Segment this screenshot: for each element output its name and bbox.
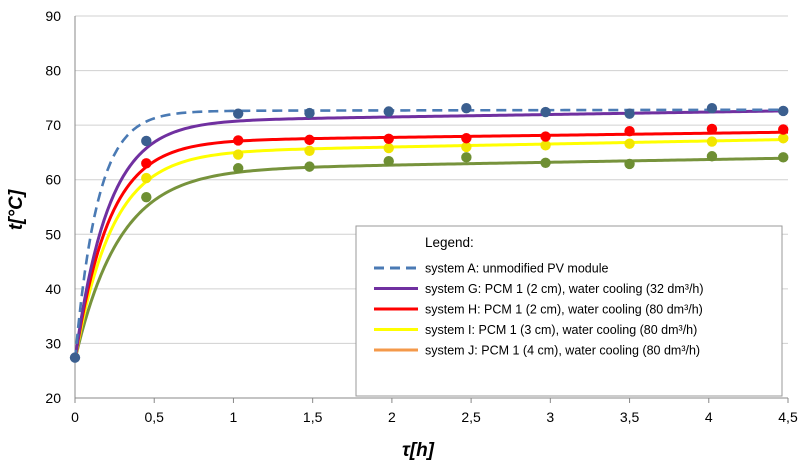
data-point — [232, 163, 244, 174]
y-tick-label: 80 — [45, 63, 61, 79]
data-point — [540, 140, 551, 151]
data-point — [624, 138, 635, 149]
legend-entry-label: system A: unmodified PV module — [425, 262, 608, 276]
data-point — [461, 133, 472, 144]
x-tick-label: 4,5 — [778, 409, 798, 425]
x-tick-labels: 0 0,5 1 1,5 2 2,5 3 3,5 4 4,5 — [71, 409, 798, 425]
data-point — [383, 142, 394, 154]
data-point — [706, 151, 718, 162]
legend: Legend: system A: unmodified PV modulesy… — [355, 225, 783, 397]
data-point — [383, 155, 394, 167]
series-line — [73, 156, 789, 361]
legend-box — [355, 225, 783, 397]
data-point — [304, 145, 315, 156]
y-tick-label: 60 — [45, 172, 61, 188]
y-tick-label: 90 — [45, 8, 61, 24]
y-axis-title: t[°C] — [6, 189, 27, 230]
data-point — [461, 152, 472, 163]
data-point — [461, 141, 472, 153]
data-point — [778, 133, 789, 144]
x-tick-label: 3 — [546, 409, 554, 425]
series-line — [73, 108, 788, 360]
series-line — [73, 109, 789, 361]
data-point — [778, 105, 789, 117]
data-point — [232, 149, 244, 160]
data-point — [141, 135, 152, 147]
y-tick-label: 40 — [45, 281, 61, 297]
data-point — [383, 133, 394, 144]
legend-title: Legend: — [425, 235, 474, 250]
legend-entry-label: system H: PCM 1 (2 cm), water cooling (8… — [425, 303, 703, 317]
data-point — [304, 161, 315, 172]
y-tick-label: 50 — [45, 226, 61, 242]
x-tick-label: 2,5 — [461, 409, 481, 425]
y-tick-labels: 20 30 40 50 60 70 80 90 — [45, 8, 61, 406]
x-tick-label: 4 — [705, 409, 713, 425]
x-tick-label: 0 — [71, 409, 79, 425]
legend-entry-label: system I: PCM 1 (3 cm), water cooling (8… — [425, 323, 697, 337]
data-point — [232, 135, 244, 146]
legend-entry-label: system G: PCM 1 (2 cm), water cooling (3… — [425, 282, 704, 296]
x-tick-label: 1,5 — [303, 409, 323, 425]
fit-curves — [73, 108, 789, 361]
data-point — [778, 124, 789, 135]
data-point — [540, 131, 551, 142]
data-point — [706, 103, 718, 114]
x-tick-label: 2 — [388, 409, 396, 425]
data-point — [461, 103, 472, 114]
x-axis-title: τ[h] — [402, 440, 435, 461]
series-line — [73, 130, 789, 361]
legend-entry-label: system J: PCM 1 (4 cm), water cooling (8… — [425, 344, 700, 358]
data-point — [624, 125, 635, 137]
data-point — [778, 152, 789, 163]
data-point — [706, 123, 718, 135]
data-point — [141, 172, 152, 184]
legend-entries: system A: unmodified PV module system G: … — [374, 262, 704, 358]
data-markers — [69, 103, 789, 363]
x-tick-label: 0,5 — [144, 409, 164, 425]
data-point — [540, 157, 551, 168]
data-point — [141, 158, 152, 169]
data-point — [624, 158, 635, 170]
data-point — [69, 352, 81, 363]
data-point — [232, 108, 244, 119]
y-tick-label: 30 — [45, 335, 61, 351]
data-point — [304, 134, 315, 146]
data-point — [141, 191, 152, 203]
data-point — [706, 136, 718, 147]
y-tick-label: 70 — [45, 117, 61, 133]
axes — [74, 16, 789, 403]
data-point — [540, 106, 551, 118]
y-tick-label: 20 — [45, 390, 61, 406]
data-point — [383, 106, 394, 117]
x-tick-label: 1 — [230, 409, 238, 425]
data-point — [304, 107, 315, 119]
data-point — [624, 108, 635, 119]
x-tick-label: 3,5 — [620, 409, 640, 425]
series-line — [73, 137, 789, 361]
